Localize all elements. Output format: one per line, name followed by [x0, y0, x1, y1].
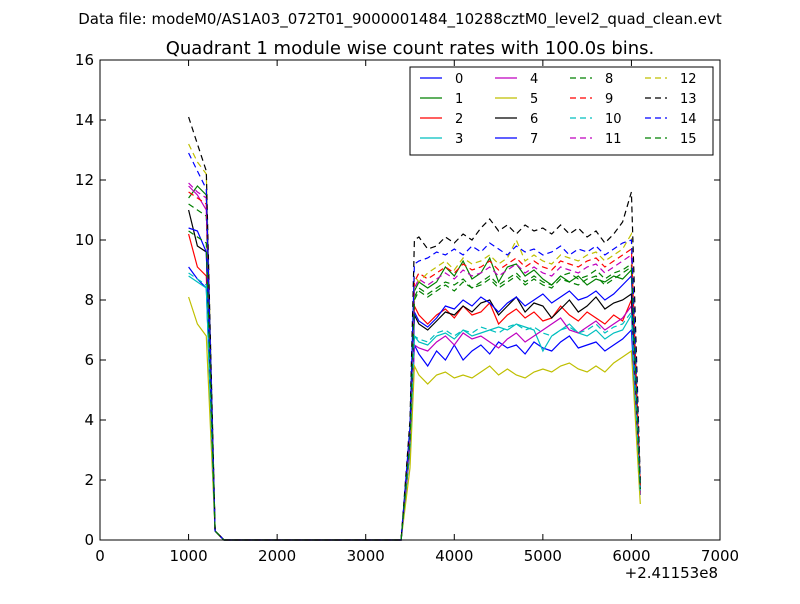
legend-label: 15	[680, 132, 697, 147]
legend-label: 8	[605, 72, 613, 87]
y-tick-label: 14	[75, 111, 94, 129]
y-tick-label: 2	[84, 471, 94, 489]
x-tick-label: 4000	[435, 547, 473, 565]
x-tick-label: 7000	[701, 547, 739, 565]
x-tick-label: 3000	[347, 547, 385, 565]
y-tick-label: 4	[84, 411, 94, 429]
legend-label: 6	[530, 112, 538, 127]
legend-label: 1	[455, 92, 463, 107]
y-tick-label: 8	[84, 291, 94, 309]
legend-label: 7	[530, 132, 538, 147]
x-offset-label: +2.41153e8	[625, 564, 718, 582]
legend-label: 13	[680, 92, 697, 107]
series-line-11	[188, 182, 641, 541]
legend-label: 10	[605, 112, 622, 127]
legend-label: 2	[455, 112, 463, 127]
legend-label: 12	[680, 72, 697, 87]
chart-title: Quadrant 1 module wise count rates with …	[166, 38, 655, 59]
axes: 0 1000 2000 3000 4000 5000 6000 700002468101214…	[75, 51, 739, 565]
y-tick-label: 10	[75, 231, 94, 249]
x-tick-label: 6000	[612, 547, 650, 565]
series-line-5	[188, 296, 641, 541]
legend-label: 0	[455, 72, 463, 87]
legend-label: 5	[530, 92, 538, 107]
legend-label: 11	[605, 132, 622, 147]
legend-label: 9	[605, 92, 613, 107]
series-line-1	[188, 185, 641, 541]
legend-label: 14	[680, 112, 697, 127]
y-tick-label: 12	[75, 171, 94, 189]
x-tick-label: 2000	[258, 547, 296, 565]
x-tick-label: 0	[95, 547, 105, 565]
y-tick-label: 6	[84, 351, 94, 369]
data-file-label: Data file: modeM0/AS1A03_072T01_90000014…	[78, 10, 722, 29]
legend-label: 4	[530, 72, 538, 87]
legend-label: 3	[455, 132, 463, 147]
series-group	[188, 116, 641, 541]
y-tick-label: 16	[75, 51, 94, 69]
x-tick-label: 1000	[169, 547, 207, 565]
y-tick-label: 0	[84, 531, 94, 549]
legend-box	[409, 66, 714, 156]
series-line-4	[188, 185, 641, 541]
series-line-7	[188, 227, 641, 541]
x-tick-label: 5000	[524, 547, 562, 565]
